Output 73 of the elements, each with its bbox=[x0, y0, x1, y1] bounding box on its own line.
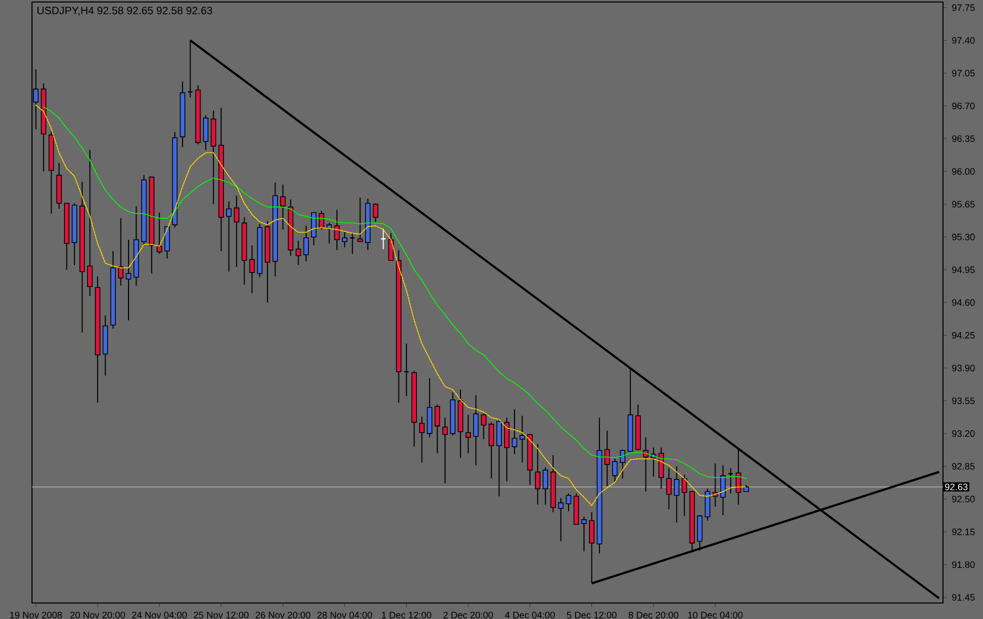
candlestick bbox=[156, 212, 162, 254]
candlestick bbox=[126, 239, 132, 321]
y-tick-label: 93.55 bbox=[952, 398, 975, 404]
x-tick-label: 1 Dec 12:00 bbox=[382, 612, 432, 618]
candlestick bbox=[604, 430, 610, 486]
candlestick bbox=[666, 468, 672, 510]
candlestick bbox=[372, 202, 378, 222]
candlestick bbox=[342, 230, 348, 248]
candlestick bbox=[380, 228, 386, 250]
candlestick bbox=[434, 404, 440, 454]
candlestick bbox=[512, 408, 518, 455]
candlestick bbox=[234, 195, 240, 268]
y-tick-label: 93.20 bbox=[952, 430, 975, 437]
chart-title: USDJPY,H4 92.58 92.65 92.58 92.63 bbox=[38, 6, 212, 16]
candlestick bbox=[728, 468, 734, 494]
y-tick-label: 95.30 bbox=[952, 234, 975, 240]
y-tick-label: 94.95 bbox=[952, 266, 975, 274]
y-tick-label: 92.50 bbox=[952, 496, 975, 502]
candlestick bbox=[87, 149, 93, 296]
candlestick bbox=[226, 200, 232, 272]
y-tick-label: 92.15 bbox=[952, 528, 975, 536]
candlestick bbox=[480, 413, 486, 440]
candlestick bbox=[280, 184, 286, 230]
y-tick-label: 91.45 bbox=[952, 594, 975, 601]
y-tick-label: 94.60 bbox=[952, 299, 975, 306]
y-tick-label: 96.70 bbox=[952, 102, 975, 110]
candlestick bbox=[520, 415, 525, 464]
x-tick-label: 10 Dec 04:00 bbox=[688, 612, 743, 618]
candlestick bbox=[473, 394, 479, 466]
y-tick-label: 93.90 bbox=[952, 364, 975, 372]
x-tick-label: 25 Nov 12:00 bbox=[194, 612, 249, 618]
candlestick bbox=[357, 197, 363, 242]
x-tick-label: 24 Nov 04:00 bbox=[132, 612, 187, 618]
candlestick bbox=[542, 466, 548, 506]
candlestick bbox=[612, 457, 618, 483]
y-tick-label: 91.80 bbox=[952, 561, 975, 568]
candlestick bbox=[488, 422, 494, 479]
candlestick bbox=[558, 498, 564, 542]
candlestick bbox=[682, 474, 688, 516]
ref-line-label: 92.63 bbox=[945, 484, 968, 490]
y-tick-label: 96.35 bbox=[952, 135, 975, 142]
candlestick bbox=[303, 225, 309, 262]
candlestick bbox=[620, 448, 626, 479]
x-tick-label: 19 Nov 2008 bbox=[10, 612, 62, 618]
y-tick-label: 97.05 bbox=[952, 70, 975, 76]
x-tick-label: 4 Dec 04:00 bbox=[505, 612, 555, 618]
candlestick bbox=[419, 416, 425, 464]
candlestick bbox=[404, 343, 410, 397]
candlestick bbox=[202, 114, 208, 150]
x-tick-label: 28 Nov 04:00 bbox=[317, 612, 372, 618]
x-tick-label: 8 Dec 20:00 bbox=[628, 612, 678, 618]
y-tick-label: 97.75 bbox=[952, 4, 975, 11]
candlestick bbox=[736, 448, 742, 506]
candlestick bbox=[442, 417, 448, 484]
candlestick bbox=[534, 443, 540, 506]
y-tick-label: 97.40 bbox=[952, 37, 975, 44]
candlestick bbox=[296, 240, 302, 266]
y-tick-label: 94.25 bbox=[952, 332, 975, 339]
y-tick-label: 92.85 bbox=[952, 463, 975, 470]
y-tick-label: 96.00 bbox=[952, 168, 975, 175]
candlestick bbox=[334, 209, 340, 251]
y-tick-label: 95.65 bbox=[952, 200, 975, 208]
candlestick bbox=[674, 466, 680, 523]
candlestick bbox=[249, 244, 255, 294]
candlestick bbox=[465, 414, 471, 454]
x-tick-label: 26 Nov 20:00 bbox=[256, 612, 310, 618]
x-tick-label: 20 Nov 20:00 bbox=[70, 612, 126, 618]
candlestick bbox=[643, 436, 648, 492]
candlestick bbox=[566, 492, 572, 512]
candlestick bbox=[581, 516, 587, 552]
x-tick-label: 2 Dec 20:00 bbox=[443, 612, 493, 618]
x-tick-label: 5 Dec 12:00 bbox=[566, 612, 617, 618]
candlestick bbox=[118, 218, 124, 286]
